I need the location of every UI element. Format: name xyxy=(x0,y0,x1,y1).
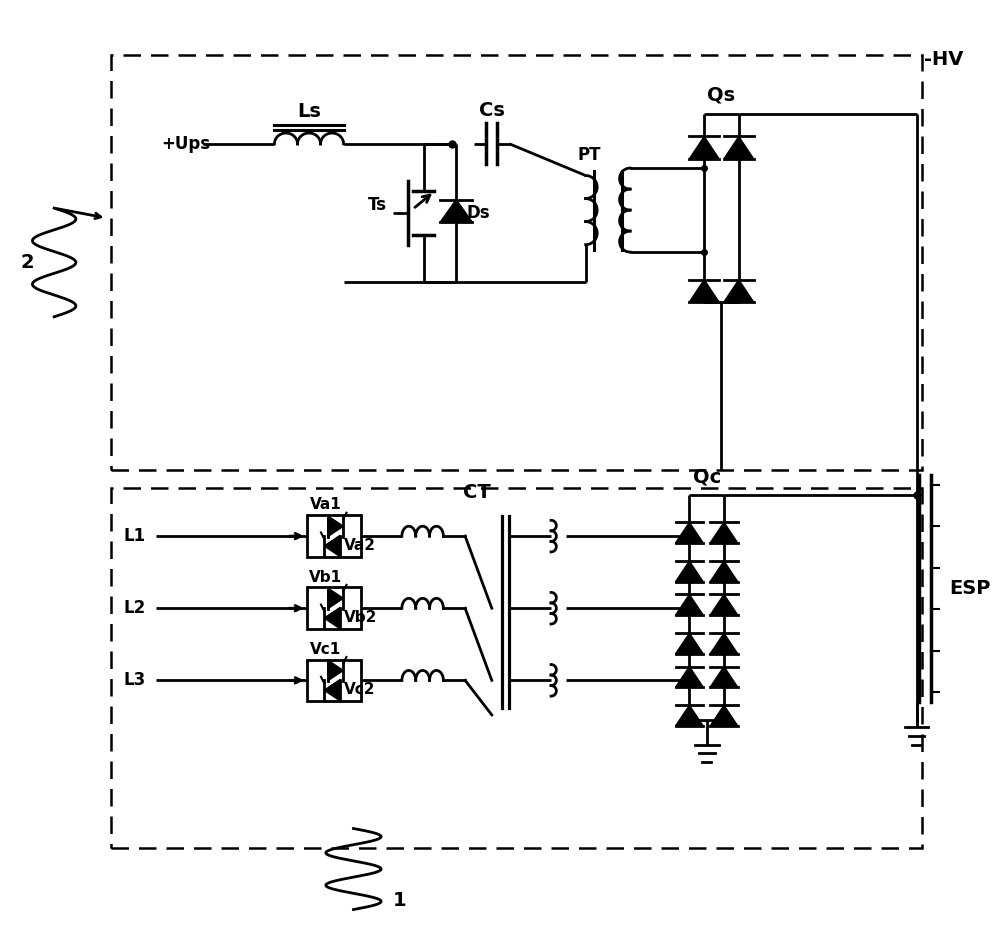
Polygon shape xyxy=(724,137,754,159)
Polygon shape xyxy=(710,561,738,582)
Polygon shape xyxy=(689,279,719,302)
Polygon shape xyxy=(689,137,719,159)
Polygon shape xyxy=(328,660,343,681)
Polygon shape xyxy=(676,595,703,615)
Bar xyxy=(307,587,361,629)
Text: 1: 1 xyxy=(393,891,407,909)
Text: -HV: -HV xyxy=(924,51,963,69)
Polygon shape xyxy=(710,595,738,615)
Polygon shape xyxy=(328,588,343,609)
Bar xyxy=(111,487,922,848)
Text: Qc: Qc xyxy=(693,468,721,487)
Text: CT: CT xyxy=(463,483,491,501)
Polygon shape xyxy=(710,523,738,543)
Text: Va1: Va1 xyxy=(310,498,342,512)
Text: ESP: ESP xyxy=(949,579,991,598)
Polygon shape xyxy=(676,705,703,726)
Polygon shape xyxy=(440,200,472,222)
Text: PT: PT xyxy=(578,145,601,164)
Bar xyxy=(307,660,361,701)
Text: Vb1: Vb1 xyxy=(309,570,342,585)
Bar xyxy=(111,55,922,470)
Polygon shape xyxy=(724,279,754,302)
Polygon shape xyxy=(324,680,340,700)
Bar xyxy=(307,515,361,557)
Text: Vc2: Vc2 xyxy=(344,682,375,697)
Text: Ls: Ls xyxy=(297,102,321,121)
Text: Cs: Cs xyxy=(479,101,505,120)
Text: +Ups: +Ups xyxy=(161,135,210,153)
Text: Ts: Ts xyxy=(368,196,387,215)
Text: Ds: Ds xyxy=(466,204,490,222)
Polygon shape xyxy=(710,633,738,654)
Text: L2: L2 xyxy=(124,599,146,617)
Polygon shape xyxy=(328,516,343,536)
Polygon shape xyxy=(676,523,703,543)
Text: Qs: Qs xyxy=(707,85,736,105)
Text: Va2: Va2 xyxy=(344,538,376,553)
Text: Vb2: Vb2 xyxy=(344,610,377,625)
Polygon shape xyxy=(676,561,703,582)
Polygon shape xyxy=(710,705,738,726)
Polygon shape xyxy=(710,667,738,687)
Polygon shape xyxy=(324,608,340,628)
Polygon shape xyxy=(676,633,703,654)
Polygon shape xyxy=(324,536,340,556)
Text: 2: 2 xyxy=(21,253,34,272)
Text: L3: L3 xyxy=(124,672,146,689)
Polygon shape xyxy=(676,667,703,687)
Text: L1: L1 xyxy=(124,527,146,545)
Text: Vc1: Vc1 xyxy=(310,642,341,657)
